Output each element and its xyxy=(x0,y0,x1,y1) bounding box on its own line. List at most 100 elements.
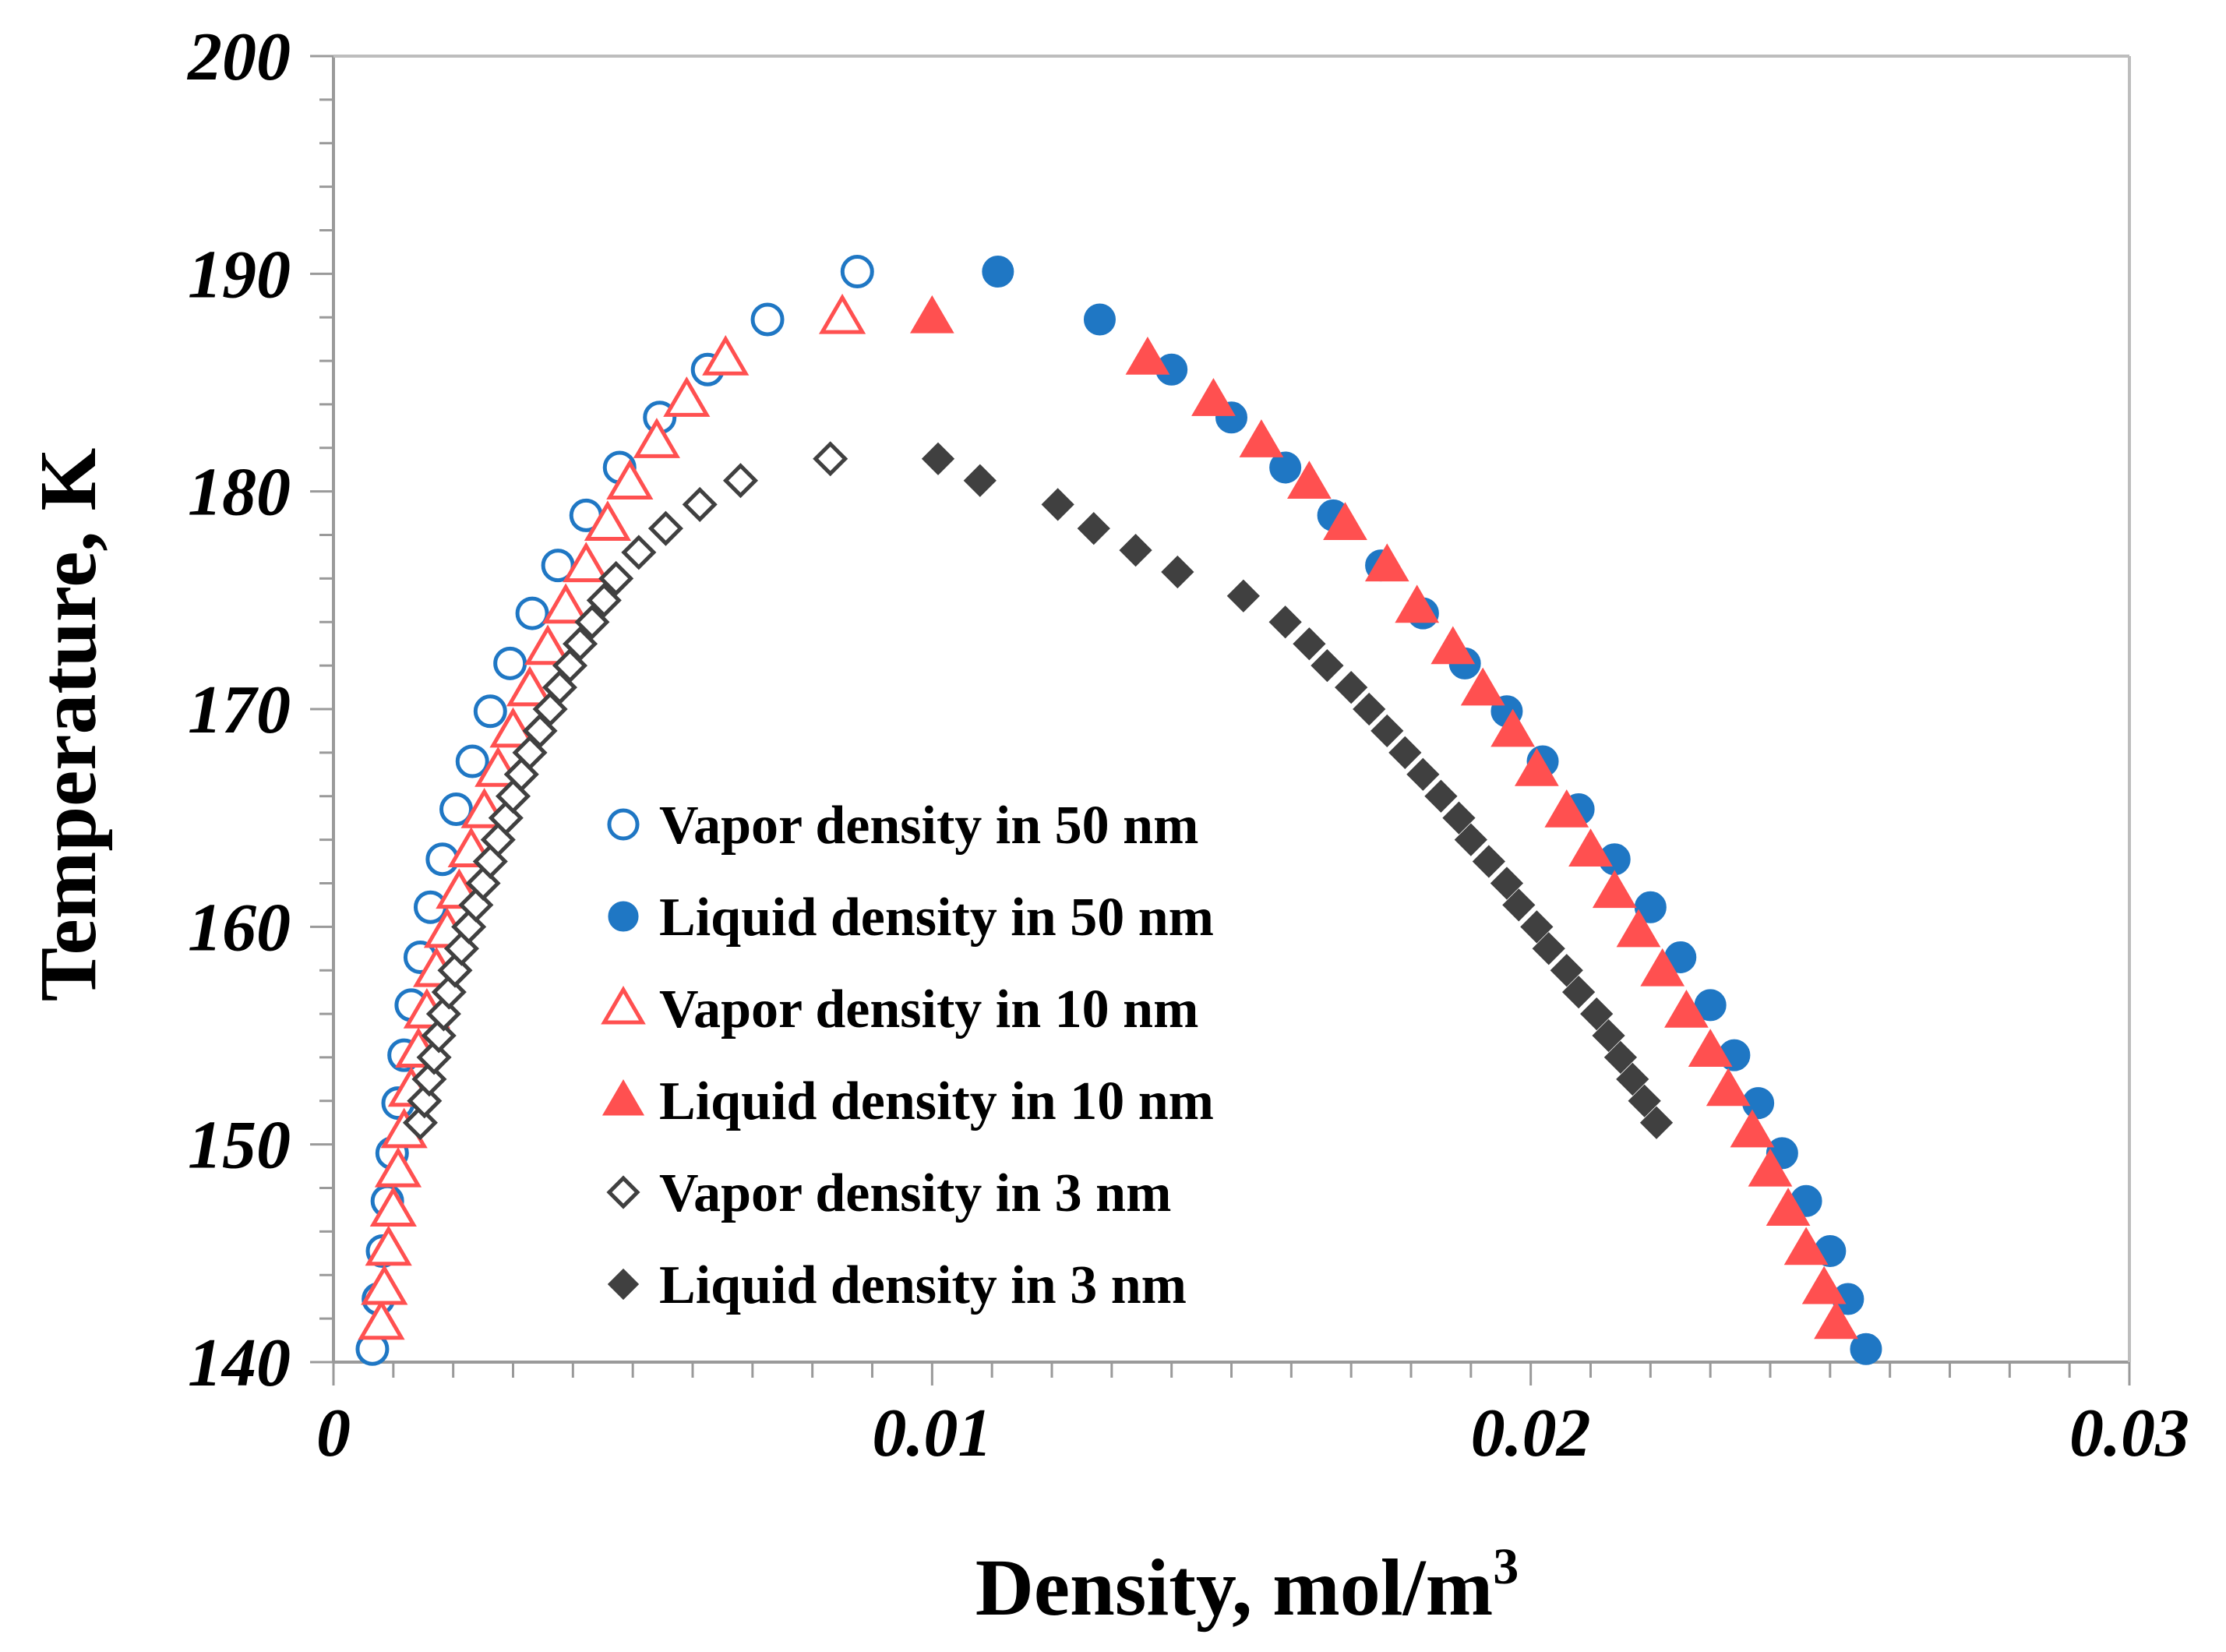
data-point xyxy=(1460,667,1505,706)
data-point xyxy=(1442,801,1476,835)
y-tick-label: 180 xyxy=(188,455,291,531)
data-point xyxy=(1694,989,1727,1022)
legend-label: Vapor density in 10 nm xyxy=(659,980,1198,1040)
data-point xyxy=(1371,714,1404,748)
data-point xyxy=(1041,488,1074,521)
data-point xyxy=(1364,543,1409,582)
data-point xyxy=(402,1105,438,1141)
data-point xyxy=(574,604,610,640)
legend-marker xyxy=(607,808,640,841)
data-point xyxy=(1603,1040,1638,1075)
data-point xyxy=(1323,502,1367,541)
data-point xyxy=(1616,1062,1649,1096)
y-tick-labels: 140 150 160 170 180 190 200 xyxy=(186,19,291,1401)
data-point xyxy=(1490,867,1524,900)
data-point xyxy=(563,626,598,662)
data-point xyxy=(506,665,554,707)
data-point xyxy=(1532,932,1565,965)
legend-marker xyxy=(608,901,639,932)
legend-marker xyxy=(601,1078,645,1116)
data-point xyxy=(1269,451,1302,484)
data-point xyxy=(1688,1029,1733,1068)
y-tick-label: 170 xyxy=(188,672,291,748)
data-point xyxy=(1388,736,1422,769)
data-point xyxy=(374,1146,422,1188)
data-point xyxy=(542,583,590,624)
data-point xyxy=(584,500,632,542)
data-point xyxy=(840,255,874,289)
data-point xyxy=(1406,757,1440,791)
data-point xyxy=(1748,1148,1793,1187)
data-point xyxy=(1287,461,1332,499)
data-point xyxy=(1424,779,1458,813)
y-tick-label: 190 xyxy=(188,237,291,312)
data-point xyxy=(909,295,954,334)
data-point xyxy=(1520,910,1554,944)
x-tick-label: 0.03 xyxy=(2069,1396,2189,1471)
data-point xyxy=(1544,789,1589,828)
data-point xyxy=(1766,1188,1811,1226)
data-point xyxy=(1592,1018,1625,1053)
y-tick-label: 200 xyxy=(186,19,291,95)
data-point xyxy=(1311,649,1344,683)
x-tick-label: 0 xyxy=(316,1396,351,1471)
data-point xyxy=(1640,948,1685,987)
data-point xyxy=(1664,989,1709,1028)
data-point xyxy=(1395,584,1440,623)
x-axis-title-superscript: 3 xyxy=(1493,1538,1519,1595)
data-point xyxy=(1472,845,1506,878)
data-point xyxy=(633,418,681,458)
data-point xyxy=(1801,1265,1847,1304)
data-point xyxy=(1706,1068,1751,1107)
data-point xyxy=(1191,378,1236,416)
x-axis-title: Density, mol/m3 xyxy=(975,1538,1519,1633)
data-point xyxy=(702,335,750,376)
x-tick-label: 0.01 xyxy=(872,1396,992,1471)
data-point xyxy=(1639,1106,1674,1139)
y-tick-label: 140 xyxy=(188,1325,291,1401)
data-point xyxy=(1514,747,1559,786)
data-point xyxy=(982,256,1014,288)
data-point xyxy=(606,459,654,499)
legend-label: Vapor density in 50 nm xyxy=(659,796,1198,856)
data-point xyxy=(1161,555,1194,589)
data-point xyxy=(1119,533,1152,567)
y-tick-label: 160 xyxy=(188,890,291,965)
data-point xyxy=(1814,1301,1858,1340)
data-point xyxy=(1430,626,1476,665)
data-markers xyxy=(355,255,1882,1366)
data-point xyxy=(1502,888,1536,922)
series-liquid-density-in-10-nm xyxy=(909,295,1858,1340)
data-point xyxy=(365,1225,412,1266)
data-point xyxy=(439,792,474,826)
legend-label: Liquid density in 50 nm xyxy=(659,888,1214,948)
data-point xyxy=(369,1186,417,1227)
y-tick-label: 150 xyxy=(188,1108,291,1184)
legend-marker xyxy=(607,1268,640,1301)
data-point xyxy=(682,486,718,522)
legend: Vapor density in 50 nm Liquid density in … xyxy=(601,796,1214,1315)
data-point xyxy=(621,535,657,570)
data-point xyxy=(647,510,683,546)
data-point xyxy=(1730,1109,1775,1148)
data-point xyxy=(1077,512,1110,545)
legend-label: Liquid density in 3 nm xyxy=(659,1255,1187,1315)
data-point xyxy=(493,646,527,680)
data-point xyxy=(722,463,759,499)
data-point xyxy=(1293,627,1326,661)
data-point xyxy=(813,441,848,477)
data-point xyxy=(473,694,507,729)
data-point xyxy=(1353,692,1386,726)
data-point xyxy=(598,560,634,596)
data-point xyxy=(489,707,537,748)
data-point xyxy=(515,596,549,630)
data-point xyxy=(524,624,572,665)
data-point xyxy=(1580,997,1614,1031)
data-point xyxy=(358,1299,405,1340)
axes xyxy=(310,55,2131,1385)
data-point xyxy=(586,582,622,618)
data-point xyxy=(361,1264,408,1305)
data-point xyxy=(563,542,610,583)
data-point xyxy=(1568,828,1613,867)
